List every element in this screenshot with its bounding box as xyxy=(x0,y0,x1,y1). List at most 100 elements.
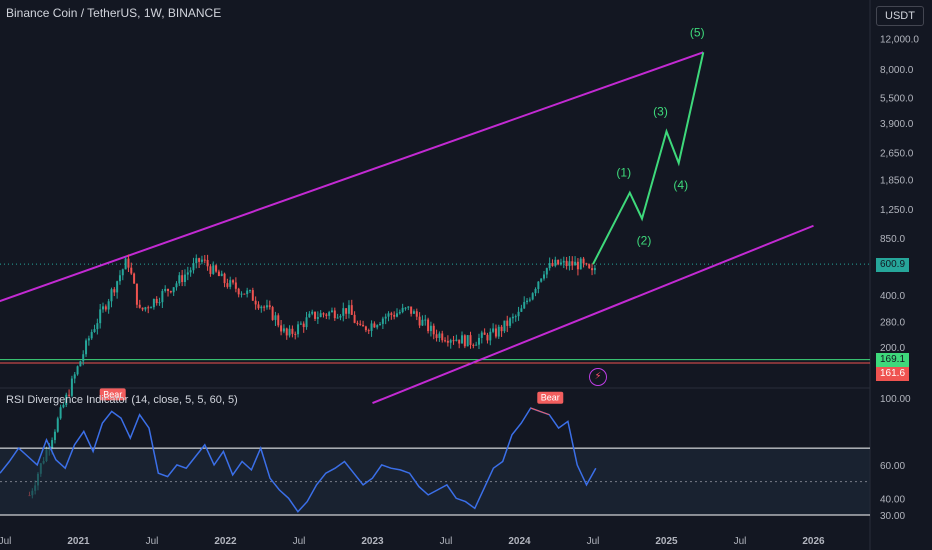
candle-body xyxy=(333,310,336,319)
candle-body xyxy=(356,322,359,324)
candle-body xyxy=(118,275,121,282)
bear-label-bg xyxy=(99,388,126,401)
candle-body xyxy=(390,313,393,315)
candle-body xyxy=(308,313,311,318)
signal-bolt-icon[interactable]: ⚡ xyxy=(589,368,607,386)
candle-body xyxy=(427,319,430,332)
candle-body xyxy=(503,320,506,332)
candle-body xyxy=(421,319,424,326)
price-tick-label: 5,500.0 xyxy=(880,93,914,104)
candle-body xyxy=(150,307,153,309)
candle-body xyxy=(215,265,218,272)
candle-body xyxy=(113,289,116,293)
bear-label: Bear xyxy=(541,393,560,403)
candle-body xyxy=(562,260,565,263)
price-tick-label: 1,850.0 xyxy=(880,175,914,186)
candle-body xyxy=(452,340,455,342)
candle-body xyxy=(379,323,382,326)
candle-body xyxy=(345,308,348,314)
price-tick-label: 400.0 xyxy=(880,291,905,302)
candle-body xyxy=(226,283,229,287)
candle-body xyxy=(302,323,305,328)
candle-body xyxy=(198,258,201,262)
bear-label: Bear xyxy=(103,389,122,399)
candle-body xyxy=(288,328,291,336)
candle-body xyxy=(571,261,574,266)
candle-body xyxy=(203,259,206,261)
candle-body xyxy=(59,407,62,419)
candle-body xyxy=(110,289,113,302)
candle-body xyxy=(169,291,172,293)
time-tick-label: 2022 xyxy=(214,536,237,547)
candle-body xyxy=(53,431,56,441)
candle-body xyxy=(506,320,509,326)
candle-body xyxy=(223,273,226,284)
candle-body xyxy=(588,264,591,269)
price-tick-label: 280.0 xyxy=(880,318,905,329)
candle-body xyxy=(121,269,124,276)
candle-body xyxy=(277,315,280,326)
candle-body xyxy=(79,361,82,367)
candle-body xyxy=(543,274,545,279)
candle-body xyxy=(438,333,441,338)
candle-body xyxy=(274,315,277,320)
candle-body xyxy=(528,299,531,301)
candle-body xyxy=(192,263,195,271)
candle-body xyxy=(130,267,133,274)
price-tick-label: 2,650.0 xyxy=(880,148,914,159)
candle-body xyxy=(305,317,308,328)
channel-upper-line xyxy=(0,51,704,303)
candle-body xyxy=(246,290,249,295)
candle-body xyxy=(463,335,466,347)
candle-body xyxy=(116,281,119,293)
candle-body xyxy=(189,270,192,273)
channel-lower-line xyxy=(372,224,814,405)
elliott-wave-path xyxy=(592,52,705,265)
candle-body xyxy=(449,340,452,343)
candle-body xyxy=(217,271,220,277)
candle-body xyxy=(579,258,582,270)
candle-body xyxy=(65,394,68,405)
candle-body xyxy=(167,288,170,292)
indicator-title: RSI Divergence Indicator (14, close, 5, … xyxy=(6,394,238,406)
candle-body xyxy=(206,259,209,267)
candle-body xyxy=(96,323,99,330)
candle-body xyxy=(161,290,164,303)
candle-body xyxy=(232,280,235,283)
candle-body xyxy=(138,304,141,308)
price-tick-label: 12,000.0 xyxy=(880,35,919,46)
candle-body xyxy=(412,311,415,314)
candle-body xyxy=(455,339,458,341)
candle-body xyxy=(107,301,110,310)
candle-body xyxy=(172,287,175,293)
currency-unit-button[interactable]: USDT xyxy=(876,6,924,26)
candle-body xyxy=(480,332,483,338)
candle-body xyxy=(141,307,144,310)
candle-body xyxy=(99,309,102,324)
candle-body xyxy=(472,344,475,346)
candle-body xyxy=(155,298,158,304)
candle-body xyxy=(551,263,554,266)
candle-body xyxy=(526,300,529,303)
time-tick-label: 2021 xyxy=(67,536,90,547)
candle-body xyxy=(418,316,421,326)
candle-body xyxy=(376,325,379,328)
time-tick-label: 2023 xyxy=(361,536,384,547)
candle-body xyxy=(325,314,328,316)
wave-label: (3) xyxy=(653,104,668,118)
candle-body xyxy=(260,306,263,309)
candle-body xyxy=(381,318,384,324)
candle-body xyxy=(124,258,127,270)
candle-body xyxy=(523,302,526,309)
candle-body xyxy=(240,293,243,295)
candle-body xyxy=(475,344,478,346)
candle-body xyxy=(339,315,342,318)
candle-body xyxy=(68,394,71,396)
candle-body xyxy=(342,308,345,316)
wave-label: (2) xyxy=(637,234,652,248)
candle-body xyxy=(373,323,376,328)
candle-body xyxy=(537,281,540,289)
rsi-tick-label: 100.00 xyxy=(880,394,911,405)
candle-body xyxy=(432,325,435,335)
